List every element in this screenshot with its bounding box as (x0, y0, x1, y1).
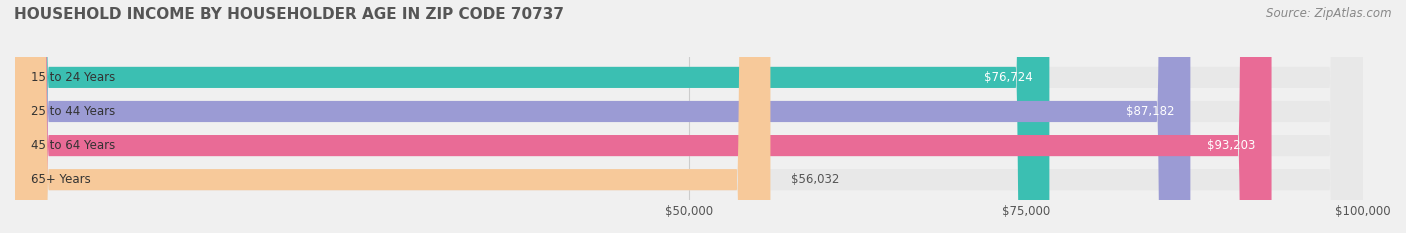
FancyBboxPatch shape (15, 0, 1364, 233)
Text: HOUSEHOLD INCOME BY HOUSEHOLDER AGE IN ZIP CODE 70737: HOUSEHOLD INCOME BY HOUSEHOLDER AGE IN Z… (14, 7, 564, 22)
Text: $76,724: $76,724 (984, 71, 1033, 84)
Text: Source: ZipAtlas.com: Source: ZipAtlas.com (1267, 7, 1392, 20)
FancyBboxPatch shape (15, 0, 1364, 233)
Text: $93,203: $93,203 (1206, 139, 1256, 152)
FancyBboxPatch shape (15, 0, 1271, 233)
Text: 65+ Years: 65+ Years (31, 173, 91, 186)
Text: 15 to 24 Years: 15 to 24 Years (31, 71, 115, 84)
Text: $56,032: $56,032 (790, 173, 839, 186)
FancyBboxPatch shape (15, 0, 1191, 233)
FancyBboxPatch shape (15, 0, 770, 233)
FancyBboxPatch shape (15, 0, 1364, 233)
Text: 25 to 44 Years: 25 to 44 Years (31, 105, 115, 118)
FancyBboxPatch shape (15, 0, 1049, 233)
Text: $87,182: $87,182 (1126, 105, 1174, 118)
Text: 45 to 64 Years: 45 to 64 Years (31, 139, 115, 152)
FancyBboxPatch shape (15, 0, 1364, 233)
